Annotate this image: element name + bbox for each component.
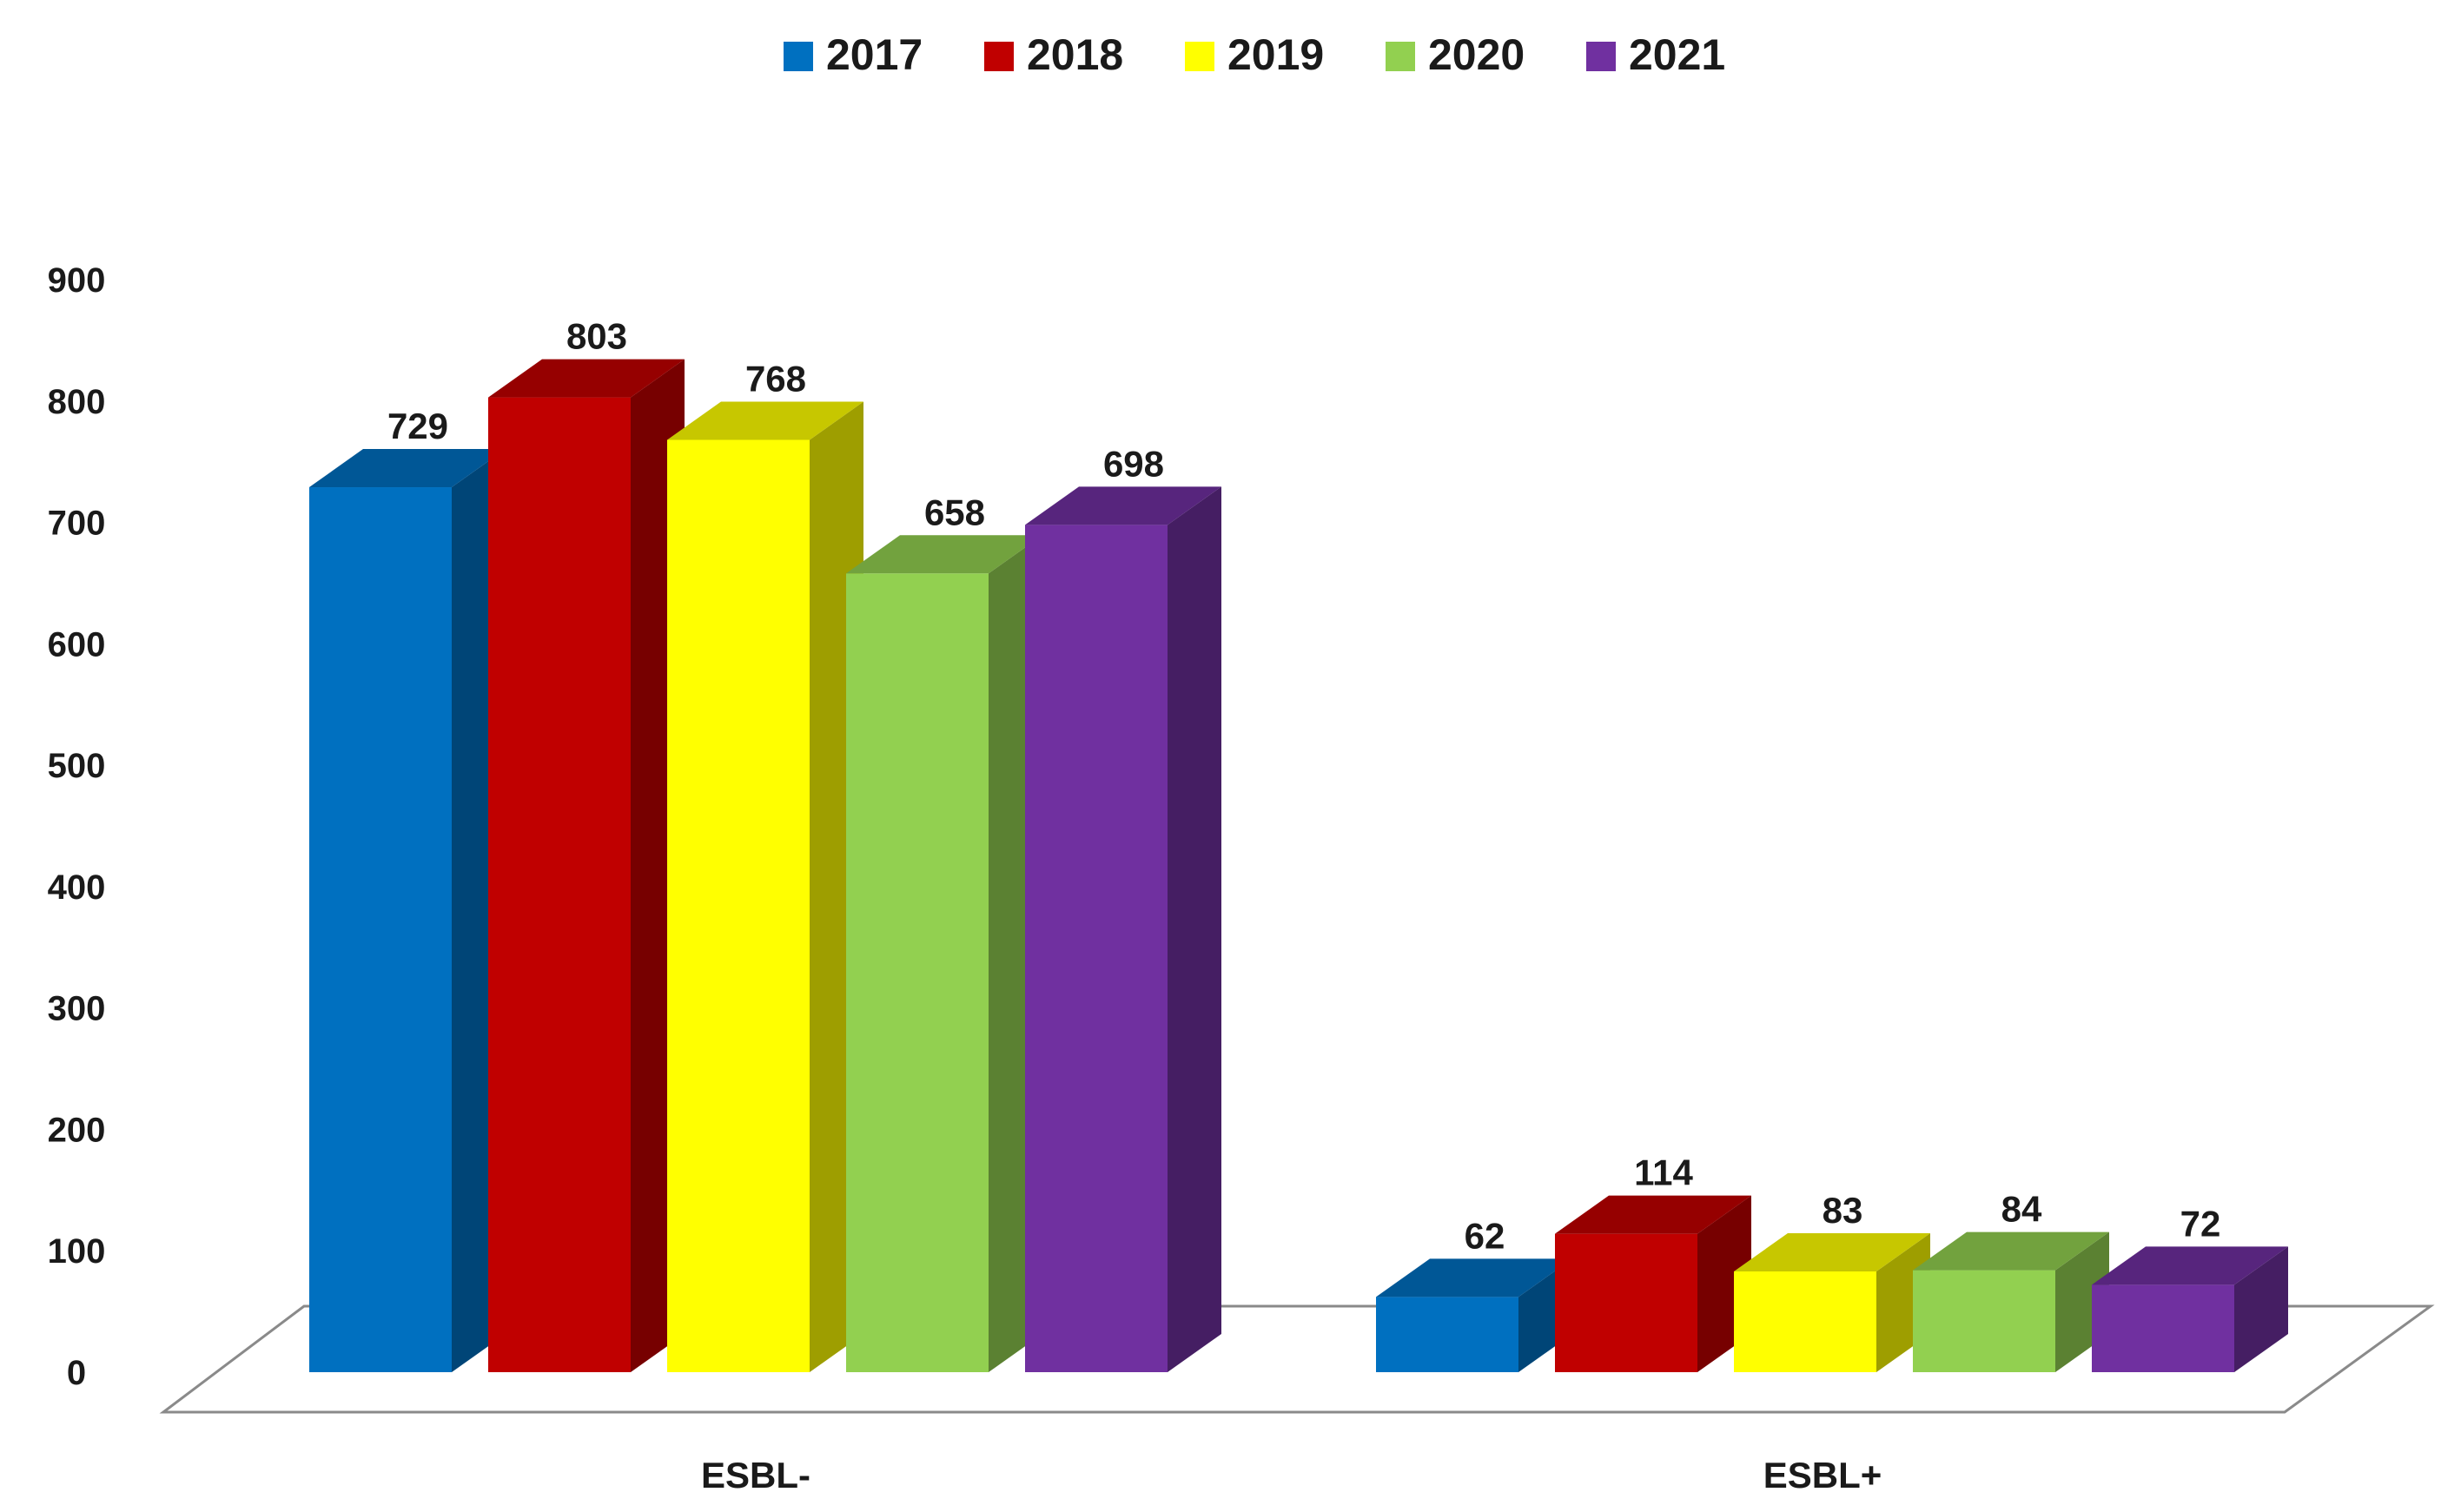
category-label: ESBL+ — [1763, 1455, 1882, 1495]
bar-front — [309, 487, 452, 1372]
y-tick-label: 600 — [48, 625, 106, 664]
bar-top — [667, 401, 863, 440]
bar-side — [2234, 1246, 2288, 1372]
bar-top — [2092, 1246, 2288, 1285]
data-label: 803 — [566, 316, 627, 357]
y-tick-label: 200 — [48, 1111, 106, 1149]
bars — [309, 359, 2288, 1373]
data-label: 658 — [924, 492, 985, 532]
bar-front — [2092, 1284, 2234, 1372]
x-axis: ESBL- ESBL+ — [701, 1455, 1882, 1495]
bar-front — [1734, 1271, 1876, 1372]
bar — [2092, 1246, 2288, 1372]
data-label: 84 — [2001, 1189, 2042, 1230]
bar — [1555, 1195, 1751, 1372]
bar-top — [1376, 1258, 1572, 1297]
category-label: ESBL- — [701, 1455, 810, 1495]
legend-label: 2021 — [1629, 30, 1725, 79]
legend-label: 2018 — [1027, 30, 1123, 79]
legend: 2017 2018 2019 2020 2021 — [784, 30, 1725, 79]
y-tick-label: 100 — [48, 1232, 106, 1271]
bar — [488, 359, 685, 1372]
y-tick-label: 500 — [48, 747, 106, 785]
legend-label: 2017 — [826, 30, 923, 79]
bar — [1913, 1231, 2109, 1372]
legend-swatch — [984, 42, 1014, 71]
bar — [309, 449, 506, 1372]
data-label: 83 — [1823, 1190, 1863, 1231]
bar-front — [488, 397, 631, 1372]
legend-item: 2021 — [1586, 30, 1725, 79]
y-tick-label: 800 — [48, 383, 106, 421]
legend-item: 2017 — [784, 30, 923, 79]
y-tick-label: 700 — [48, 505, 106, 543]
bar-top — [1913, 1231, 2109, 1271]
y-tick-label: 0 — [67, 1354, 86, 1392]
y-tick-label: 400 — [48, 868, 106, 907]
data-label: 114 — [1634, 1152, 1693, 1193]
data-label: 72 — [2180, 1203, 2221, 1244]
bar — [667, 401, 863, 1373]
bar-top — [846, 535, 1042, 574]
data-label: 768 — [745, 359, 806, 399]
data-label: 62 — [1465, 1215, 1505, 1256]
legend-label: 2019 — [1227, 30, 1324, 79]
bar-front — [846, 573, 989, 1372]
data-label: 698 — [1103, 443, 1164, 484]
y-tick-label: 300 — [48, 990, 106, 1028]
bar-top — [1555, 1195, 1751, 1234]
bar-side — [1168, 486, 1221, 1372]
legend-swatch — [1586, 42, 1616, 71]
legend-label: 2020 — [1428, 30, 1525, 79]
legend-item: 2020 — [1386, 30, 1525, 79]
legend-item: 2018 — [984, 30, 1123, 79]
legend-swatch — [784, 42, 813, 71]
bar-front — [1376, 1297, 1518, 1372]
bar-top — [1734, 1232, 1930, 1271]
y-axis: 0 100 200 300 400 500 600 700 800 900 — [48, 261, 106, 1392]
bar-top — [1025, 486, 1221, 525]
legend-item: 2019 — [1185, 30, 1324, 79]
bar-top — [488, 359, 685, 398]
legend-swatch — [1386, 42, 1415, 71]
bar-front — [667, 439, 810, 1373]
y-tick-label: 900 — [48, 261, 106, 300]
bar — [1025, 486, 1221, 1372]
bar-front — [1025, 525, 1168, 1372]
bar — [846, 535, 1042, 1372]
legend-swatch — [1185, 42, 1214, 71]
bar — [1734, 1232, 1930, 1372]
bar-front — [1913, 1270, 2055, 1372]
bar-front — [1555, 1233, 1697, 1372]
data-label: 729 — [387, 406, 448, 446]
bar-top — [309, 449, 506, 488]
data-labels: 729 803 768 658 698 62 114 83 84 72 — [387, 316, 2220, 1257]
